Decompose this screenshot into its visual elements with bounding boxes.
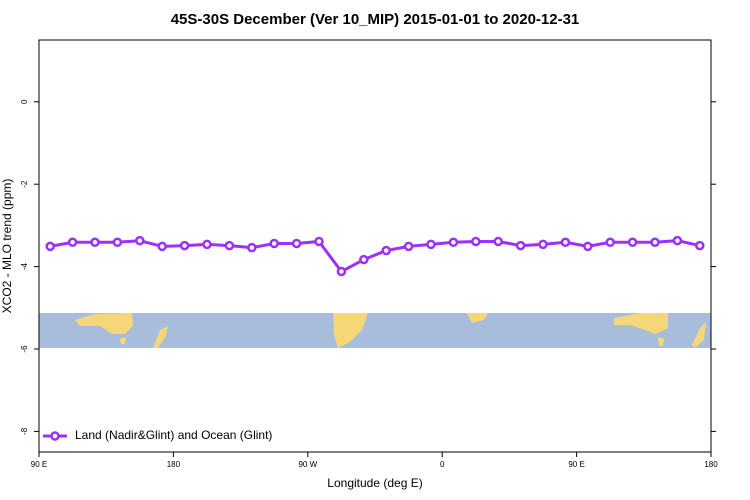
x-axis-label: Longitude (deg E) <box>327 476 422 490</box>
x-tick-label: 180 <box>704 460 718 469</box>
point <box>448 237 459 248</box>
point <box>695 240 705 251</box>
point <box>90 237 100 248</box>
point <box>112 237 123 248</box>
legend-label: Land (Nadir&Glint) and Ocean (Glint) <box>75 428 272 442</box>
point <box>426 239 436 250</box>
map-strip <box>39 313 711 348</box>
point <box>560 237 571 248</box>
series-line <box>49 239 701 274</box>
point <box>314 236 324 247</box>
point <box>672 235 683 246</box>
legend-marker <box>50 431 60 441</box>
chart-title: 45S-30S December (Ver 10_MIP) 2015-01-01… <box>171 11 580 28</box>
point <box>135 235 145 246</box>
point <box>179 240 190 251</box>
point <box>381 245 391 256</box>
y-tick-label: -6 <box>20 345 29 353</box>
point <box>605 237 615 248</box>
y-tick-label: -8 <box>20 427 29 435</box>
point <box>224 240 235 251</box>
point <box>515 240 526 251</box>
point <box>493 236 503 247</box>
x-tick-label: 90 E <box>31 460 47 469</box>
point <box>247 242 257 253</box>
y-tick-label: 0 <box>20 99 29 104</box>
point <box>336 266 347 277</box>
x-tick-label: 90 E <box>568 460 584 469</box>
x-tick-label: 180 <box>167 460 181 469</box>
point <box>202 239 212 250</box>
plot-frame <box>38 39 712 453</box>
point <box>471 236 481 247</box>
y-tick-label: -2 <box>20 180 29 188</box>
point <box>650 237 660 248</box>
point <box>583 241 593 252</box>
point <box>67 237 78 248</box>
point <box>627 237 638 248</box>
y-tick-label: -4 <box>20 262 29 270</box>
point <box>359 254 369 265</box>
y-axis-label: XCO2 - MLO trend (ppm) <box>0 179 14 314</box>
x-tick-label: 90 W <box>298 460 317 469</box>
point <box>291 238 302 249</box>
point <box>403 241 414 252</box>
point <box>538 239 548 250</box>
point <box>45 241 55 252</box>
x-tick-label: 0 <box>440 460 445 469</box>
point <box>269 238 279 249</box>
point <box>157 241 167 252</box>
